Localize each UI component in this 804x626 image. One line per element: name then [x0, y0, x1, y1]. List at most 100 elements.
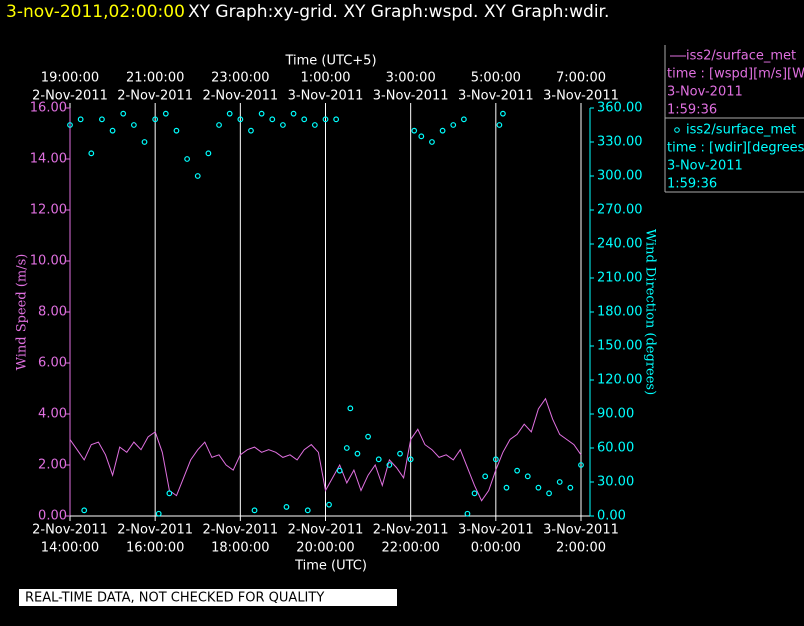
direction-point	[411, 127, 418, 134]
direction-point	[269, 116, 276, 123]
direction-point	[258, 110, 265, 117]
y-tick-label: 4.00	[38, 407, 67, 422]
direction-point	[375, 456, 382, 463]
y2-tick-label: 180.00	[597, 305, 643, 320]
direction-point	[120, 110, 127, 117]
x-tick-label: 3-Nov-2011	[458, 523, 534, 538]
x2-tick-label: 19:00:00	[41, 71, 99, 86]
direction-point	[81, 507, 88, 514]
x2-tick-label: 2-Nov-2011	[117, 89, 193, 104]
y2-tick-label: 210.00	[597, 271, 643, 286]
legend-swatch	[674, 127, 680, 133]
direction-point	[304, 507, 311, 514]
direction-point	[290, 110, 297, 117]
x2-tick-label: 2-Nov-2011	[202, 89, 278, 104]
direction-point	[333, 116, 340, 123]
direction-point	[155, 510, 162, 517]
direction-point	[109, 127, 116, 134]
x2-tick-label: 3-Nov-2011	[373, 89, 449, 104]
legend-detail: 1:59:36	[667, 177, 717, 192]
direction-point	[386, 462, 393, 468]
direction-point	[567, 484, 574, 491]
x-tick-label: 16:00:00	[126, 541, 184, 556]
x-tick-label: 2:00:00	[556, 541, 606, 556]
direction-point	[503, 484, 510, 491]
y-tick-label: 10.00	[30, 254, 67, 269]
y2-tick-label: 270.00	[597, 203, 643, 218]
y-tick-label: 12.00	[30, 203, 67, 218]
legend-detail: 1:59:36	[667, 103, 717, 118]
direction-point	[326, 501, 332, 508]
x-tick-label: 20:00:00	[296, 541, 354, 556]
x2-tick-label: 5:00:00	[471, 71, 521, 86]
direction-point	[311, 122, 318, 128]
direction-point	[77, 116, 84, 123]
direction-point	[354, 450, 361, 457]
y-tick-label: 16.00	[30, 101, 67, 116]
direction-point	[496, 122, 503, 128]
direction-point	[464, 510, 471, 517]
speed-line	[69, 397, 582, 502]
x-axis-title: Time (UTC)	[294, 559, 367, 574]
x2-tick-label: 23:00:00	[211, 71, 269, 86]
x-tick-label: 22:00:00	[381, 541, 439, 556]
direction-point	[162, 110, 169, 117]
x2-tick-label: 21:00:00	[126, 71, 184, 86]
x-tick-label: 18:00:00	[211, 541, 269, 556]
direction-point	[407, 456, 414, 463]
direction-point	[500, 110, 506, 117]
note: REAL-TIME DATA, NOT CHECKED FOR QUALITY	[25, 591, 324, 606]
direction-point	[429, 139, 435, 145]
x2-tick-label: 3-Nov-2011	[543, 89, 619, 104]
direction-point	[578, 462, 584, 468]
y2-tick-label: 360.00	[597, 101, 643, 116]
direction-point	[460, 116, 467, 123]
x-tick-label: 2-Nov-2011	[288, 523, 364, 538]
x2-tick-label: 2-Nov-2011	[32, 89, 108, 104]
y2-tick-label: 0.00	[597, 509, 626, 524]
direction-point	[524, 473, 531, 480]
x-tick-label: 0:00:00	[471, 541, 521, 556]
y2-tick-label: 330.00	[597, 135, 643, 150]
direction-point	[237, 116, 244, 123]
direction-point	[418, 133, 425, 140]
legend-detail: 3-Nov-2011	[667, 85, 743, 100]
direction-point	[205, 150, 212, 157]
legend-detail: time : [wspd][m/s][Wind	[667, 67, 804, 82]
title-date: 3-nov-2011,02:00:00	[6, 2, 185, 22]
direction-point	[194, 173, 201, 179]
direction-point	[439, 127, 446, 134]
x2-tick-label: 3-Nov-2011	[288, 89, 364, 104]
direction-point	[546, 490, 552, 497]
direction-point	[492, 456, 499, 463]
direction-point	[365, 433, 371, 440]
x-tick-label: 2-Nov-2011	[202, 523, 278, 538]
direction-point	[343, 445, 350, 451]
x2-tick-label: 1:00:00	[300, 71, 350, 86]
direction-point	[248, 127, 254, 134]
x-tick-label: 2-Nov-2011	[32, 523, 108, 538]
direction-point	[99, 116, 105, 123]
legend-label: iss2/surface_met	[686, 123, 796, 138]
legend-detail: 3-Nov-2011	[667, 159, 743, 174]
y2-tick-label: 150.00	[597, 339, 643, 354]
x-tick-label: 3-Nov-2011	[543, 523, 619, 538]
direction-point	[67, 122, 73, 128]
direction-point	[397, 450, 403, 457]
direction-point	[482, 473, 489, 480]
direction-point	[226, 110, 233, 117]
y-axis-title: Wind Speed (m/s)	[15, 254, 30, 371]
direction-point	[471, 490, 478, 497]
direction-point	[141, 139, 148, 145]
direction-point	[152, 116, 159, 123]
direction-point	[283, 504, 290, 510]
y2-tick-label: 300.00	[597, 169, 643, 184]
x2-tick-label: 3:00:00	[386, 71, 436, 86]
y-tick-label: 6.00	[38, 356, 67, 371]
direction-point	[130, 122, 137, 128]
direction-point	[514, 467, 521, 474]
direction-point	[535, 484, 542, 491]
direction-point	[556, 479, 563, 485]
